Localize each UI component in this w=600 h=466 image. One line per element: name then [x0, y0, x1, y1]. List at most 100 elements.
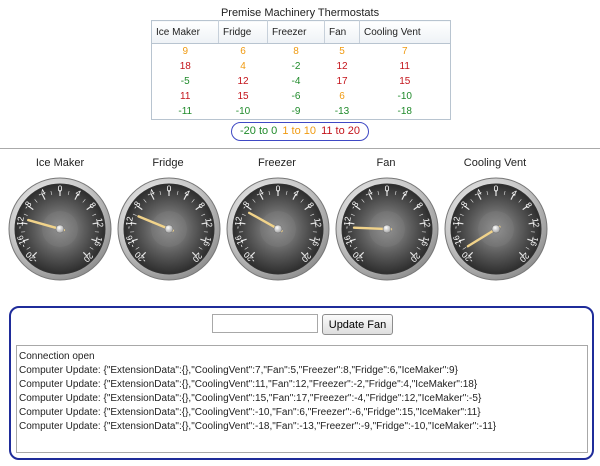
gauge-tick	[132, 213, 137, 216]
gauge-tick-label: -4	[254, 187, 266, 199]
gauge-tick	[201, 213, 206, 216]
color-legend: -20 to 0 1 to 10 11 to 20	[231, 122, 369, 141]
log-line: Computer Update: {"ExtensionData":{},"Co…	[19, 421, 497, 432]
gauge-tick-label: -12	[123, 216, 135, 230]
column-header-fan[interactable]: Fan	[324, 20, 360, 44]
gauge-tick-label: -16	[451, 234, 464, 249]
thermostat-table: Ice Maker Fridge Freezer Fan Cooling Ven…	[151, 20, 451, 120]
gauge-tick	[459, 213, 464, 216]
table-cell-cooling-vent: 15	[399, 76, 411, 87]
gauge-label-cooling-vent: Cooling Vent	[463, 157, 527, 169]
gauge-tick-label: 8	[414, 200, 425, 210]
gauge-tick	[368, 193, 373, 200]
gauge-tick-label: -16	[15, 234, 28, 249]
gauge-tick-label: 16	[201, 235, 214, 247]
table-cell-freezer: 8	[293, 46, 299, 57]
gauge-tick	[486, 191, 489, 196]
gauge-tick	[361, 199, 365, 203]
table-row[interactable]: 11 15 -6 6 -10	[152, 89, 451, 104]
gauge-tick-label: 8	[196, 200, 207, 210]
connection-log[interactable]: Connection open Computer Update: {"Exten…	[16, 345, 588, 453]
table-row[interactable]: 9 6 8 5 7	[152, 44, 451, 60]
gauge-tick	[350, 213, 355, 216]
gauge-tick-label: 8	[305, 200, 316, 210]
log-line: Computer Update: {"ExtensionData":{},"Co…	[19, 365, 458, 376]
gauge-tick-label: 4	[292, 187, 301, 198]
table-cell-cooling-vent: 7	[401, 46, 408, 57]
gauge-tick	[195, 205, 201, 211]
gauge-tick	[377, 191, 380, 196]
gauge-tick-label: 16	[92, 235, 105, 247]
gauge-tick	[91, 238, 98, 242]
section-divider	[0, 148, 600, 149]
table-cell-ice-maker: -11	[178, 106, 193, 117]
gauge-tick	[241, 213, 246, 216]
table-cell-fridge: 6	[240, 46, 246, 57]
log-line: Computer Update: {"ExtensionData":{},"Co…	[19, 393, 482, 404]
legend-cold-range: -20 to 0	[239, 125, 278, 137]
gauge-tick-label: 4	[401, 187, 410, 198]
gauge-tick	[467, 251, 474, 258]
gauge-label-freezer: Freezer	[258, 157, 296, 169]
fan-value-input[interactable]	[212, 314, 318, 333]
gauge-tick	[191, 199, 195, 203]
table-row[interactable]: -11 -10 -9 -13 -18	[152, 104, 451, 120]
table-cell-fan: 5	[339, 46, 345, 57]
gauge-tick	[300, 199, 304, 203]
gauge-label-fridge: Fridge	[152, 157, 184, 169]
table-cell-ice-maker: 9	[182, 46, 189, 57]
gauge-tick	[28, 205, 34, 211]
gauge-tick	[528, 213, 533, 216]
gauge-tick-label: -16	[233, 234, 246, 249]
gauge-tick	[21, 222, 28, 225]
gauge-tick-label: 12	[530, 217, 541, 228]
table-cell-freezer: -2	[291, 61, 301, 72]
column-header-ice-maker[interactable]: Ice Maker	[151, 20, 219, 44]
gauge-tick	[349, 238, 356, 242]
gauge-tick	[246, 205, 252, 211]
table-cell-ice-maker: -5	[180, 76, 190, 87]
gauge-tick	[525, 247, 530, 250]
table-cell-fan: -13	[334, 106, 350, 117]
column-header-freezer[interactable]: Freezer	[267, 20, 325, 44]
gauge-tick-label: 4	[510, 187, 519, 198]
gauge-tick	[394, 191, 397, 196]
table-cell-ice-maker: 18	[179, 61, 191, 72]
gauge-tick-label: 8	[523, 200, 534, 210]
gauge-tick	[300, 251, 307, 258]
gauge-tick-label: -12	[14, 216, 26, 230]
gauge-tick	[249, 251, 256, 258]
table-row[interactable]: -5 12 -4 17 15	[152, 74, 451, 89]
gauge-tick-label: 12	[421, 217, 432, 228]
gauge-tick	[401, 193, 406, 200]
gauge-tick	[304, 205, 310, 211]
gauge-tick	[240, 238, 247, 242]
gauge-tick	[309, 238, 316, 242]
table-cell-fridge: -10	[235, 106, 251, 117]
gauge-tick	[130, 222, 137, 225]
gauge-hub	[273, 224, 283, 234]
gauge-tick	[201, 222, 208, 225]
gauge-tick	[522, 205, 528, 211]
gauge-tick-label: -12	[450, 216, 462, 230]
column-header-fridge[interactable]: Fridge	[218, 20, 268, 44]
gauge-tick	[268, 191, 271, 196]
table-row[interactable]: 18 4 -2 12 11	[152, 59, 451, 74]
gauge-tick	[355, 205, 361, 211]
gauge-tick-label: 16	[310, 235, 323, 247]
column-header-cooling-vent[interactable]: Cooling Vent	[359, 20, 451, 44]
gauge-tick-label: -4	[36, 187, 48, 199]
gauge-tick	[150, 193, 155, 200]
page-title: Premise Machinery Thermostats	[220, 7, 380, 19]
gauge-tick	[409, 251, 416, 258]
control-panel	[9, 306, 594, 460]
update-fan-button[interactable]: Update Fan	[322, 314, 393, 335]
gauge-tick	[419, 222, 426, 225]
gauge-tick	[140, 251, 147, 258]
gauge-tick	[518, 199, 522, 203]
gauge-tick	[503, 191, 506, 196]
